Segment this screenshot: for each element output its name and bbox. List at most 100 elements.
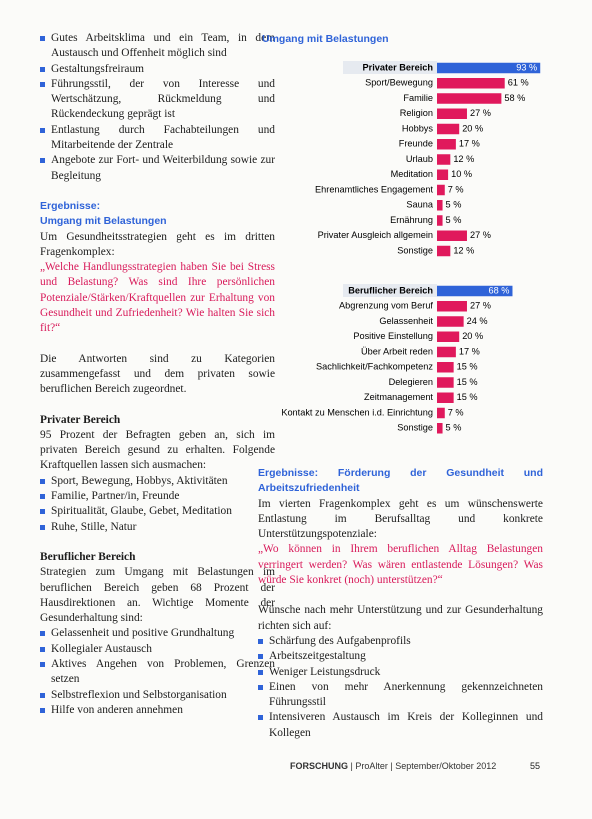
bullet: Familie, Partner/in, Freunde xyxy=(40,489,275,504)
bar xyxy=(437,78,505,89)
category-label: Meditation xyxy=(391,169,433,179)
category-label: Sonstige xyxy=(397,245,433,255)
category-label: Delegieren xyxy=(389,377,433,387)
bar xyxy=(437,407,445,419)
header-band xyxy=(343,61,437,74)
bar xyxy=(437,301,467,312)
bullet: Einen von mehr Anerkennung gekennzeichne… xyxy=(258,680,543,711)
bar xyxy=(437,377,454,388)
value-label: 17 % xyxy=(459,139,480,149)
value-label: 15 % xyxy=(457,377,478,387)
footer-section: FORSCHUNG xyxy=(290,761,348,771)
value-label: 27 % xyxy=(470,230,491,240)
bar xyxy=(437,392,454,403)
bar xyxy=(437,331,460,342)
category-label: Positive Einstellung xyxy=(353,331,433,341)
bar xyxy=(437,245,451,257)
bullet: Schärfung des Aufgabenprofils xyxy=(258,634,543,649)
value-label: 7 % xyxy=(448,184,464,194)
paragraph: Um Gesundheitsstrategien geht es im drit… xyxy=(40,230,275,258)
category-label: Privater Ausgleich allgemein xyxy=(318,230,433,240)
value-label: 5 % xyxy=(446,200,462,210)
bar xyxy=(437,215,443,226)
group-label: Beruflicher Bereich xyxy=(348,285,433,295)
page-number: 55 xyxy=(530,761,541,771)
bullet-list: Gelassenheit und positive Grundhaltung K… xyxy=(40,626,275,718)
header-bar xyxy=(437,62,541,74)
bullet: Arbeitszeitgestaltung xyxy=(258,649,543,664)
value-label: 5 % xyxy=(446,215,462,225)
bullet-list: Sport, Bewegung, Hobbys, Aktivitäten Fam… xyxy=(40,474,275,535)
group-label: Privater Bereich xyxy=(363,62,434,72)
bullet: Intensiveren Austausch im Kreis der Koll… xyxy=(258,710,543,741)
header-bar xyxy=(437,285,513,297)
bullet-list: Gutes Arbeitsklima und ein Team, in dem … xyxy=(40,31,275,184)
bullet: Gelassenheit und positive Grundhaltung xyxy=(40,626,275,641)
value-label: 20 % xyxy=(462,123,483,133)
category-label: Zeitmanagement xyxy=(364,392,433,402)
value-label: 93 % xyxy=(516,62,537,72)
value-label: 27 % xyxy=(470,108,491,118)
footer-publication: | ProAlter | September/Oktober 2012 xyxy=(350,761,497,771)
value-label: 15 % xyxy=(457,392,478,402)
subheading: Beruflicher Bereich xyxy=(40,550,136,563)
category-label: Familie xyxy=(403,93,433,103)
bar xyxy=(437,123,460,135)
bar xyxy=(437,316,464,327)
paragraph: Im vierten Fragenkomplex geht es um wüns… xyxy=(258,497,543,541)
bullet: Führungsstil, der von Interesse und Wert… xyxy=(40,77,275,123)
left-column: Gutes Arbeitsklima und ein Team, in dem … xyxy=(40,31,275,718)
chart: Umgang mit Belastungen Privater Bereich 9… xyxy=(262,33,541,434)
bar xyxy=(437,362,454,373)
category-label: Gelassenheit xyxy=(379,316,433,326)
chart-title: Umgang mit Belastungen xyxy=(262,33,389,45)
bar xyxy=(437,93,502,104)
subheading: Privater Bereich xyxy=(40,413,121,426)
bullet: Sport, Bewegung, Hobbys, Aktivitäten xyxy=(40,474,275,489)
value-label: 58 % xyxy=(504,93,525,103)
right-column: Ergebnisse: Förderung der Gesundheit und… xyxy=(258,466,543,741)
bar xyxy=(437,200,443,211)
quote: „Wo können in Ihrem beruflichen Alltag B… xyxy=(258,543,543,587)
section-heading: Ergebnisse: xyxy=(40,199,101,212)
category-label: Freunde xyxy=(399,139,433,149)
bullet-list: Schärfung des Aufgabenprofils Arbeitszei… xyxy=(258,634,543,741)
value-label: 61 % xyxy=(508,78,529,88)
bullet: Entlastung durch Fachabteilungen und Mit… xyxy=(40,123,275,154)
quote: „Welche Handlungsstrategien haben Sie be… xyxy=(40,261,275,335)
bar xyxy=(437,230,467,241)
category-label: Sauna xyxy=(406,200,433,210)
bullet: Spiritualität, Glaube, Gebet, Meditation xyxy=(40,504,275,519)
category-label: Ehrenamtliches Engagement xyxy=(315,184,433,194)
bullet: Weniger Leistungsdruck xyxy=(258,665,543,680)
footer: FORSCHUNG | ProAlter | September/Oktober… xyxy=(290,761,496,771)
section-heading: Umgang mit Belastungen xyxy=(40,215,167,228)
value-label: 5 % xyxy=(446,423,462,433)
category-label: Ernährung xyxy=(390,215,433,225)
bar xyxy=(437,108,467,119)
bullet: Ruhe, Stille, Natur xyxy=(40,520,275,535)
category-label: Urlaub xyxy=(406,154,433,164)
value-label: 24 % xyxy=(467,316,488,326)
category-label: Sachlichkeit/Fachkompetenz xyxy=(316,362,433,372)
category-label: Religion xyxy=(400,108,433,118)
value-label: 20 % xyxy=(462,331,483,341)
category-label: Abgrenzung vom Beruf xyxy=(339,301,433,311)
bar xyxy=(437,139,456,150)
bullet: Selbstreflexion und Selbstorganisation xyxy=(40,688,275,703)
bar xyxy=(437,154,451,165)
category-label: Über Arbeit reden xyxy=(361,346,433,356)
category-label: Sonstige xyxy=(397,423,433,433)
value-label: 27 % xyxy=(470,301,491,311)
value-label: 15 % xyxy=(457,362,478,372)
bullet: Aktives Angehen von Problemen, Grenzen s… xyxy=(40,657,275,688)
category-label: Kontakt zu Menschen i.d. Einrichtung xyxy=(281,407,433,417)
value-label: 12 % xyxy=(453,154,474,164)
value-label: 68 % xyxy=(489,285,510,295)
bullet: Gutes Arbeitsklima und ein Team, in dem … xyxy=(40,31,275,62)
value-label: 10 % xyxy=(451,169,472,179)
value-label: 12 % xyxy=(453,245,474,255)
bar xyxy=(437,184,445,196)
paragraph: Wünsche nach mehr Unterstützung und zur … xyxy=(258,604,543,632)
